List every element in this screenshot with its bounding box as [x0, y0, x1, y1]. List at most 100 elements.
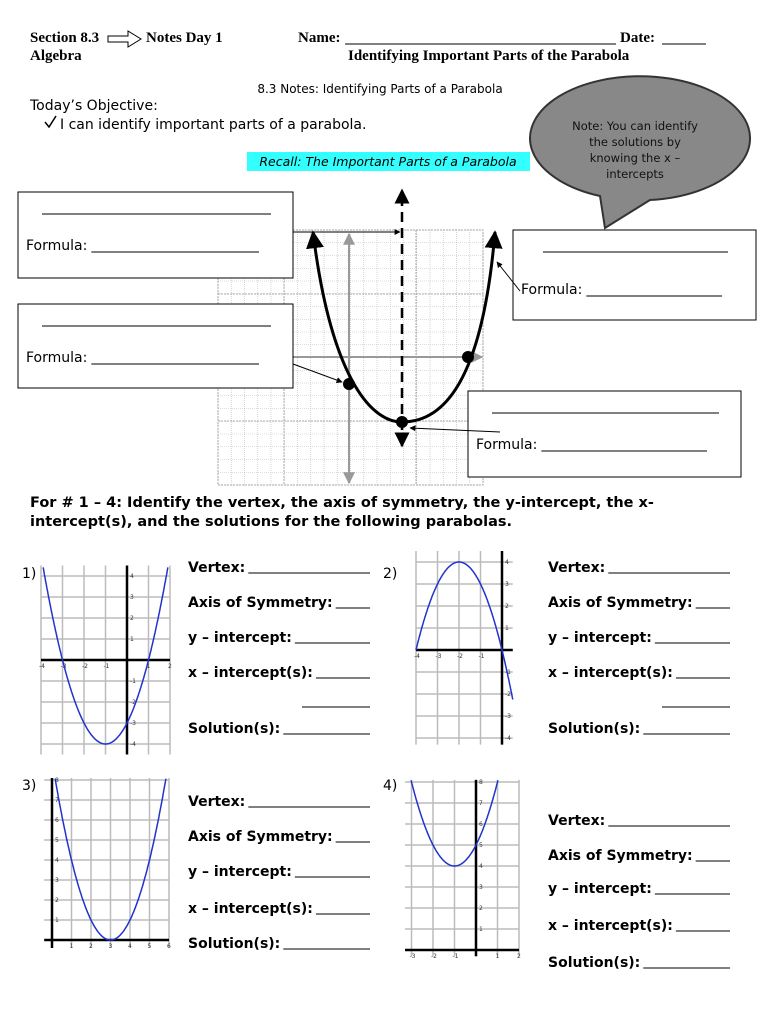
y-tick-label: 3 [479, 884, 483, 891]
parabola-curve [415, 561, 514, 700]
y-tick-label: 8 [55, 777, 59, 784]
y-tick-label: 3 [505, 581, 509, 588]
objective-item: I can identify important parts of a para… [60, 117, 366, 133]
y-tick-label: 7 [55, 797, 59, 804]
x-tick-label: -1 [104, 663, 110, 670]
y-tick-label: -4 [505, 735, 511, 742]
formula-box [467, 390, 742, 478]
y-tick-label: 2 [130, 615, 134, 622]
y-tick-label: 2 [505, 603, 509, 610]
x-tick-label: -1 [453, 953, 459, 960]
header-arrow [107, 30, 142, 48]
y-tick-label: 4 [55, 857, 59, 864]
formula-label: Formula: [521, 282, 582, 298]
y-tick-label: 8 [479, 779, 483, 786]
y-tick-label: 4 [479, 863, 483, 870]
formula-label: Formula: [26, 350, 87, 366]
x-tick-label: -2 [82, 663, 88, 670]
y-tick-label: 1 [479, 926, 483, 933]
field-label: Axis of Symmetry: [548, 848, 693, 864]
y-tick-label: 1 [55, 917, 59, 924]
field-label: Axis of Symmetry: [188, 829, 333, 845]
key-point [462, 351, 474, 363]
y-tick-label: -2 [505, 691, 511, 698]
field-label: Vertex: [188, 560, 245, 576]
field-label: Vertex: [548, 560, 605, 576]
y-tick-label: 5 [479, 842, 483, 849]
y-tick-label: 1 [130, 636, 134, 643]
date-label: Date: [620, 30, 655, 46]
callout-bubble [529, 75, 752, 230]
x-tick-label: 1 [70, 943, 74, 950]
y-tick-label: -1 [505, 669, 511, 676]
field-label: Solution(s): [188, 936, 280, 952]
y-tick-label: 3 [55, 877, 59, 884]
formula-box [17, 303, 294, 389]
y-tick-label: -2 [130, 699, 136, 706]
formula-box [512, 229, 757, 321]
objective-heading: Today’s Objective: [29, 98, 158, 114]
rule-line [496, 261, 521, 292]
name-label: Name: [298, 30, 340, 46]
instructions: For # 1 – 4: Identify the vertex, the ax… [30, 495, 654, 530]
field-label: y – intercept: [548, 630, 652, 646]
doc-title: Identifying Important Parts of the Parab… [348, 48, 630, 64]
field-label: Solution(s): [188, 721, 280, 737]
field-label: Solution(s): [548, 721, 640, 737]
x-tick-label: 3 [109, 943, 113, 950]
field-label: x – intercept(s): [188, 901, 313, 917]
x-tick-label: 5 [148, 943, 152, 950]
problem-number: 4) [383, 778, 397, 794]
x-tick-label: 1 [147, 663, 151, 670]
x-tick-label: 6 [167, 943, 171, 950]
field-label: Axis of Symmetry: [188, 595, 333, 611]
y-tick-label: 3 [130, 594, 134, 601]
recall-title: Recall: The Important Parts of a Parabol… [259, 154, 516, 169]
field-label: Vertex: [548, 813, 605, 829]
checkmark [44, 115, 57, 129]
key-point [396, 416, 408, 428]
y-tick-label: 5 [55, 837, 59, 844]
parabola-curve [42, 567, 169, 745]
field-label: Vertex: [188, 794, 245, 810]
course-label: Algebra [30, 48, 82, 64]
subtitle: 8.3 Notes: Identifying Parts of a Parabo… [257, 82, 502, 96]
y-tick-label: -3 [505, 713, 511, 720]
formula-label: Formula: [26, 238, 87, 254]
x-tick-label: 2 [168, 663, 172, 670]
field-label: y – intercept: [188, 864, 292, 880]
notes-label: Notes Day 1 [146, 30, 223, 46]
x-tick-label: 2 [517, 953, 521, 960]
y-tick-label: 6 [55, 817, 59, 824]
key-point [343, 378, 355, 390]
y-tick-label: -1 [130, 678, 136, 685]
rule-line [409, 425, 501, 433]
y-tick-label: 6 [479, 821, 483, 828]
y-tick-label: -3 [130, 720, 136, 727]
y-tick-label: 2 [55, 897, 59, 904]
problem-number: 1) [22, 566, 36, 582]
parabola-curve [410, 780, 499, 867]
y-tick-label: -4 [130, 741, 136, 748]
rule-line [292, 363, 343, 383]
x-tick-label: -4 [414, 653, 420, 660]
field-label: Solution(s): [548, 955, 640, 971]
recall-highlight [247, 152, 530, 171]
y-tick-label: 4 [505, 559, 509, 566]
y-tick-label: 1 [505, 625, 509, 632]
section-label: Section 8.3 [30, 30, 99, 46]
x-tick-label: -2 [431, 953, 437, 960]
x-tick-label: -2 [457, 653, 463, 660]
field-label: Axis of Symmetry: [548, 595, 693, 611]
parabola-curve [54, 778, 167, 941]
problem-number: 3) [22, 778, 36, 794]
x-tick-label: -3 [436, 653, 442, 660]
y-tick-label: 7 [479, 800, 483, 807]
x-tick-label: -1 [479, 653, 485, 660]
formula-label: Formula: [476, 437, 537, 453]
y-tick-label: 2 [479, 905, 483, 912]
x-tick-label: 4 [128, 943, 132, 950]
field-label: y – intercept: [188, 630, 292, 646]
